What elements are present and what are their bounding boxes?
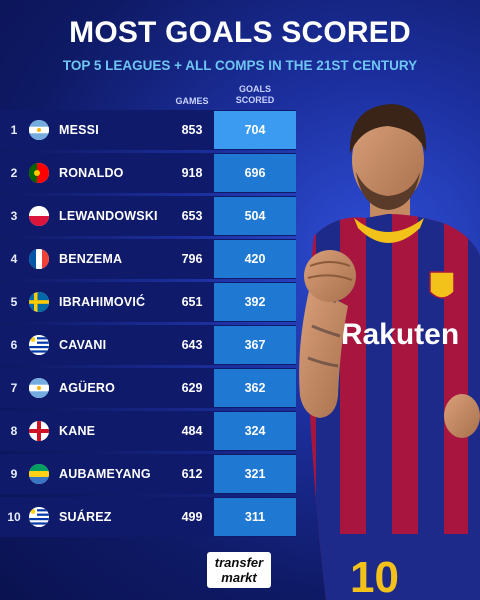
player-shorts [328,534,478,600]
goals-header-line2: SCORED [235,95,275,105]
player-name: KANE [59,424,96,438]
portugal-flag [29,163,49,183]
table-row: 7 AGÜERO 629 362 [0,368,296,408]
shorts-number: 10 [350,553,399,600]
jersey-sponsor: Rakuten [341,318,459,351]
page-title: MOST GOALS SCORED [69,16,411,49]
player-photo: Rakuten 10 [299,104,480,600]
rank-number: 3 [10,209,18,223]
goals-value: 504 [214,197,296,235]
player-arm [299,286,348,418]
games-column-header: GAMES [175,96,209,106]
rank-number: 6 [10,338,18,352]
player-hair [349,104,427,154]
argentina-flag [29,378,49,398]
table-row: 1 MESSI 853 704 [0,110,296,150]
page-subtitle: TOP 5 LEAGUES + ALL COMPS IN THE 21ST CE… [62,58,418,73]
rank-number: 8 [10,424,18,438]
goals-value: 321 [214,455,296,493]
player-name: SUÁREZ [59,510,112,524]
england-flag [29,421,49,441]
table-row: 4 BENZEMA 796 420 [0,239,296,279]
rank-number: 2 [10,166,18,180]
gabon-flag [29,464,49,484]
uruguay-flag [29,335,49,355]
games-value: 643 [181,338,203,352]
player-name: CAVANI [59,338,107,352]
club-crest [429,271,455,299]
table-row: 8 KANE 484 324 [0,411,296,451]
table-row: 2 RONALDO 918 696 [0,153,296,193]
jersey-collar [354,218,424,243]
player-name: MESSI [59,123,99,137]
goals-value: 696 [214,154,296,192]
goals-column-header: GOALS SCORED [214,84,296,106]
player-name: IBRAHIMOVIĆ [59,295,146,309]
rank-number: 9 [10,467,18,481]
player-name: AGÜERO [59,381,116,395]
rank-number: 4 [10,252,18,266]
games-value: 499 [181,510,203,524]
player-name: RONALDO [59,166,124,180]
player-head [352,114,424,206]
games-value: 484 [181,424,203,438]
goals-value: 420 [214,240,296,278]
argentina-flag [29,120,49,140]
games-value: 651 [181,295,203,309]
goals-value: 362 [214,369,296,407]
goals-header-line1: GOALS [238,84,271,94]
table-row: 10 SUÁREZ 499 311 [0,497,296,537]
uruguay-flag [29,507,49,527]
player-beard [356,172,420,210]
goals-value: 392 [214,283,296,321]
rank-number: 1 [10,123,18,137]
goals-value: 367 [214,326,296,364]
table-row: 6 CAVANI 643 367 [0,325,296,365]
fist-fingers [307,261,353,281]
table-row: 5 IBRAHIMOVIĆ 651 392 [0,282,296,322]
games-value: 629 [181,381,203,395]
rank-number: 10 [7,510,21,524]
table-row: 9 AUBAMEYANG 612 321 [0,454,296,494]
games-value: 796 [181,252,203,266]
goals-value: 311 [214,498,296,536]
player-name: AUBAMEYANG [59,467,151,481]
rank-number: 7 [10,381,18,395]
table-row: 3 LEWANDOWSKI 653 504 [0,196,296,236]
games-value: 612 [181,467,203,481]
games-value: 918 [181,166,203,180]
games-value: 653 [181,209,203,223]
sweden-flag [29,292,49,312]
player-name: LEWANDOWSKI [59,209,158,223]
france-flag [29,249,49,269]
player-name: BENZEMA [59,252,123,266]
goals-value: 704 [214,111,296,149]
player-hand [444,394,480,438]
goals-value: 324 [214,412,296,450]
poland-flag [29,206,49,226]
logo-line2: markt [221,570,257,585]
logo-line1: transfer [214,555,264,570]
rank-number: 5 [10,295,18,309]
transfermarkt-logo: transfer markt [207,552,271,588]
games-value: 853 [181,123,203,137]
